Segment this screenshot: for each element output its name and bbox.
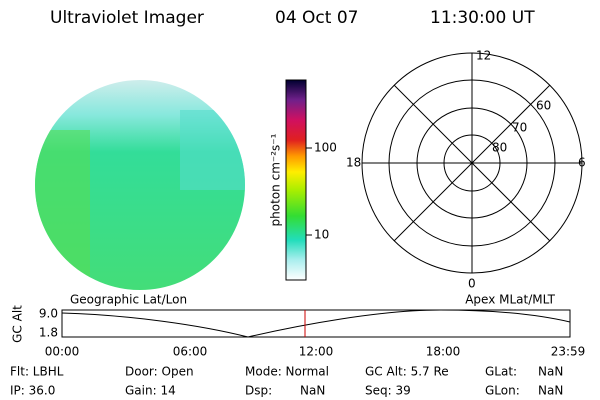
timeline-title: Geographic Lat/Lon bbox=[70, 293, 187, 307]
polar-label: 6 bbox=[578, 156, 586, 170]
info: Dsp: bbox=[245, 384, 272, 398]
timeline-ytick: 1.8 bbox=[39, 326, 58, 340]
info: GC Alt: 5.7 Re bbox=[365, 365, 449, 379]
info: NaN bbox=[538, 365, 563, 379]
timeline-xtick: 12:00 bbox=[299, 345, 334, 359]
colorbar-tick: 100 bbox=[314, 141, 337, 155]
info: NaN bbox=[538, 384, 563, 398]
timeline-xtick: 23:59 bbox=[551, 345, 586, 359]
timeline-title: Apex MLat/MLT bbox=[465, 293, 555, 307]
altitude-curve bbox=[61, 309, 571, 338]
colorbar-label: photon cm⁻²s⁻¹ bbox=[269, 133, 283, 226]
polar-ring: 80 bbox=[492, 141, 507, 155]
earth-image bbox=[35, 80, 245, 290]
info: Seq: 39 bbox=[365, 384, 411, 398]
info: Mode: Normal bbox=[245, 365, 329, 379]
info: GLon: bbox=[485, 384, 520, 398]
info: GLat: bbox=[485, 365, 517, 379]
info: Gain: 14 bbox=[125, 384, 176, 398]
polar-ring: 60 bbox=[536, 99, 551, 113]
info: Door: Open bbox=[125, 365, 194, 379]
colorbar-tick: 10 bbox=[314, 228, 329, 242]
timeline-xtick: 06:00 bbox=[173, 345, 208, 359]
title: Ultraviolet Imager bbox=[50, 8, 204, 28]
timeline-ylabel: GC Alt bbox=[11, 305, 25, 343]
time: 11:30:00 UT bbox=[430, 8, 535, 28]
polar-grid bbox=[361, 52, 583, 274]
info: IP: 36.0 bbox=[10, 384, 55, 398]
polar-label: 0 bbox=[468, 277, 476, 291]
timeline-frame bbox=[61, 309, 571, 338]
timeline-xtick: 18:00 bbox=[426, 345, 461, 359]
colorbar bbox=[285, 79, 307, 281]
date: 04 Oct 07 bbox=[275, 8, 358, 28]
polar-label: 18 bbox=[346, 156, 361, 170]
info: NaN bbox=[300, 384, 325, 398]
info: Flt: LBHL bbox=[10, 365, 64, 379]
polar-ring: 70 bbox=[512, 121, 527, 135]
polar-label: 12 bbox=[476, 49, 491, 63]
timeline-ytick: 9.0 bbox=[39, 307, 58, 321]
timeline-xtick: 00:00 bbox=[45, 345, 80, 359]
